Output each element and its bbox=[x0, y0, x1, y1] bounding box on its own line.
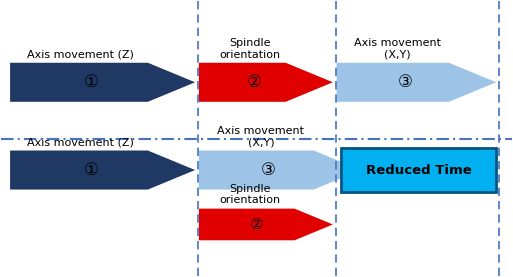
Text: Reduced Time: Reduced Time bbox=[366, 163, 471, 176]
Polygon shape bbox=[198, 150, 364, 191]
Text: ②: ② bbox=[250, 217, 263, 232]
Text: ①: ① bbox=[84, 161, 98, 179]
FancyBboxPatch shape bbox=[341, 148, 496, 192]
Text: ①: ① bbox=[84, 73, 98, 91]
Polygon shape bbox=[9, 62, 198, 103]
Text: ③: ③ bbox=[398, 73, 412, 91]
Text: Axis movement
(X,Y): Axis movement (X,Y) bbox=[218, 126, 304, 147]
Text: Axis movement
(X,Y): Axis movement (X,Y) bbox=[354, 38, 441, 60]
Polygon shape bbox=[198, 207, 336, 241]
Polygon shape bbox=[198, 62, 336, 103]
Text: Axis movement (Z): Axis movement (Z) bbox=[27, 137, 134, 147]
Text: ③: ③ bbox=[261, 161, 275, 179]
Polygon shape bbox=[9, 150, 198, 191]
Polygon shape bbox=[336, 62, 499, 103]
Text: Spindle
orientation: Spindle orientation bbox=[220, 38, 281, 60]
Text: Axis movement (Z): Axis movement (Z) bbox=[27, 50, 134, 60]
Text: ②: ② bbox=[247, 73, 262, 91]
Text: Spindle
orientation: Spindle orientation bbox=[220, 184, 281, 206]
